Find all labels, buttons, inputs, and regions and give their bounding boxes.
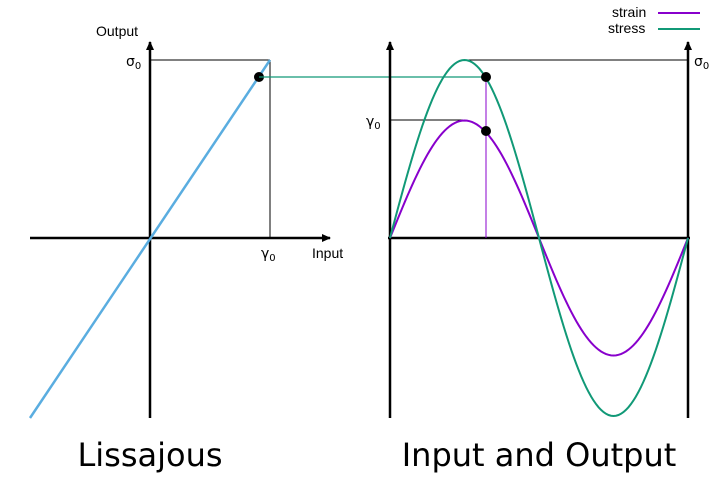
title-input-output: Input and Output: [402, 436, 677, 474]
legend-strain-label: strain: [612, 4, 646, 20]
io-plot: γ0 σ0: [366, 41, 709, 418]
left-y-axis-label: Output: [96, 23, 138, 39]
legend-stress-label: stress: [608, 20, 645, 36]
sigma0-right-label: σ0: [694, 54, 709, 72]
stress-curve: [389, 58, 689, 418]
lissajous-plot: Output Input σ0 γ0: [28, 23, 343, 419]
lissajous-line: [28, 59, 272, 419]
strain-point: [481, 126, 491, 136]
sigma0-left-label: σ0: [126, 54, 141, 72]
gamma0-left-label: γ0: [261, 246, 276, 264]
legend: strain stress: [608, 4, 700, 36]
stress-point: [481, 72, 491, 82]
title-lissajous: Lissajous: [77, 436, 222, 474]
left-x-axis-label: Input: [312, 245, 343, 261]
gamma0-right-label: γ0: [366, 114, 381, 132]
